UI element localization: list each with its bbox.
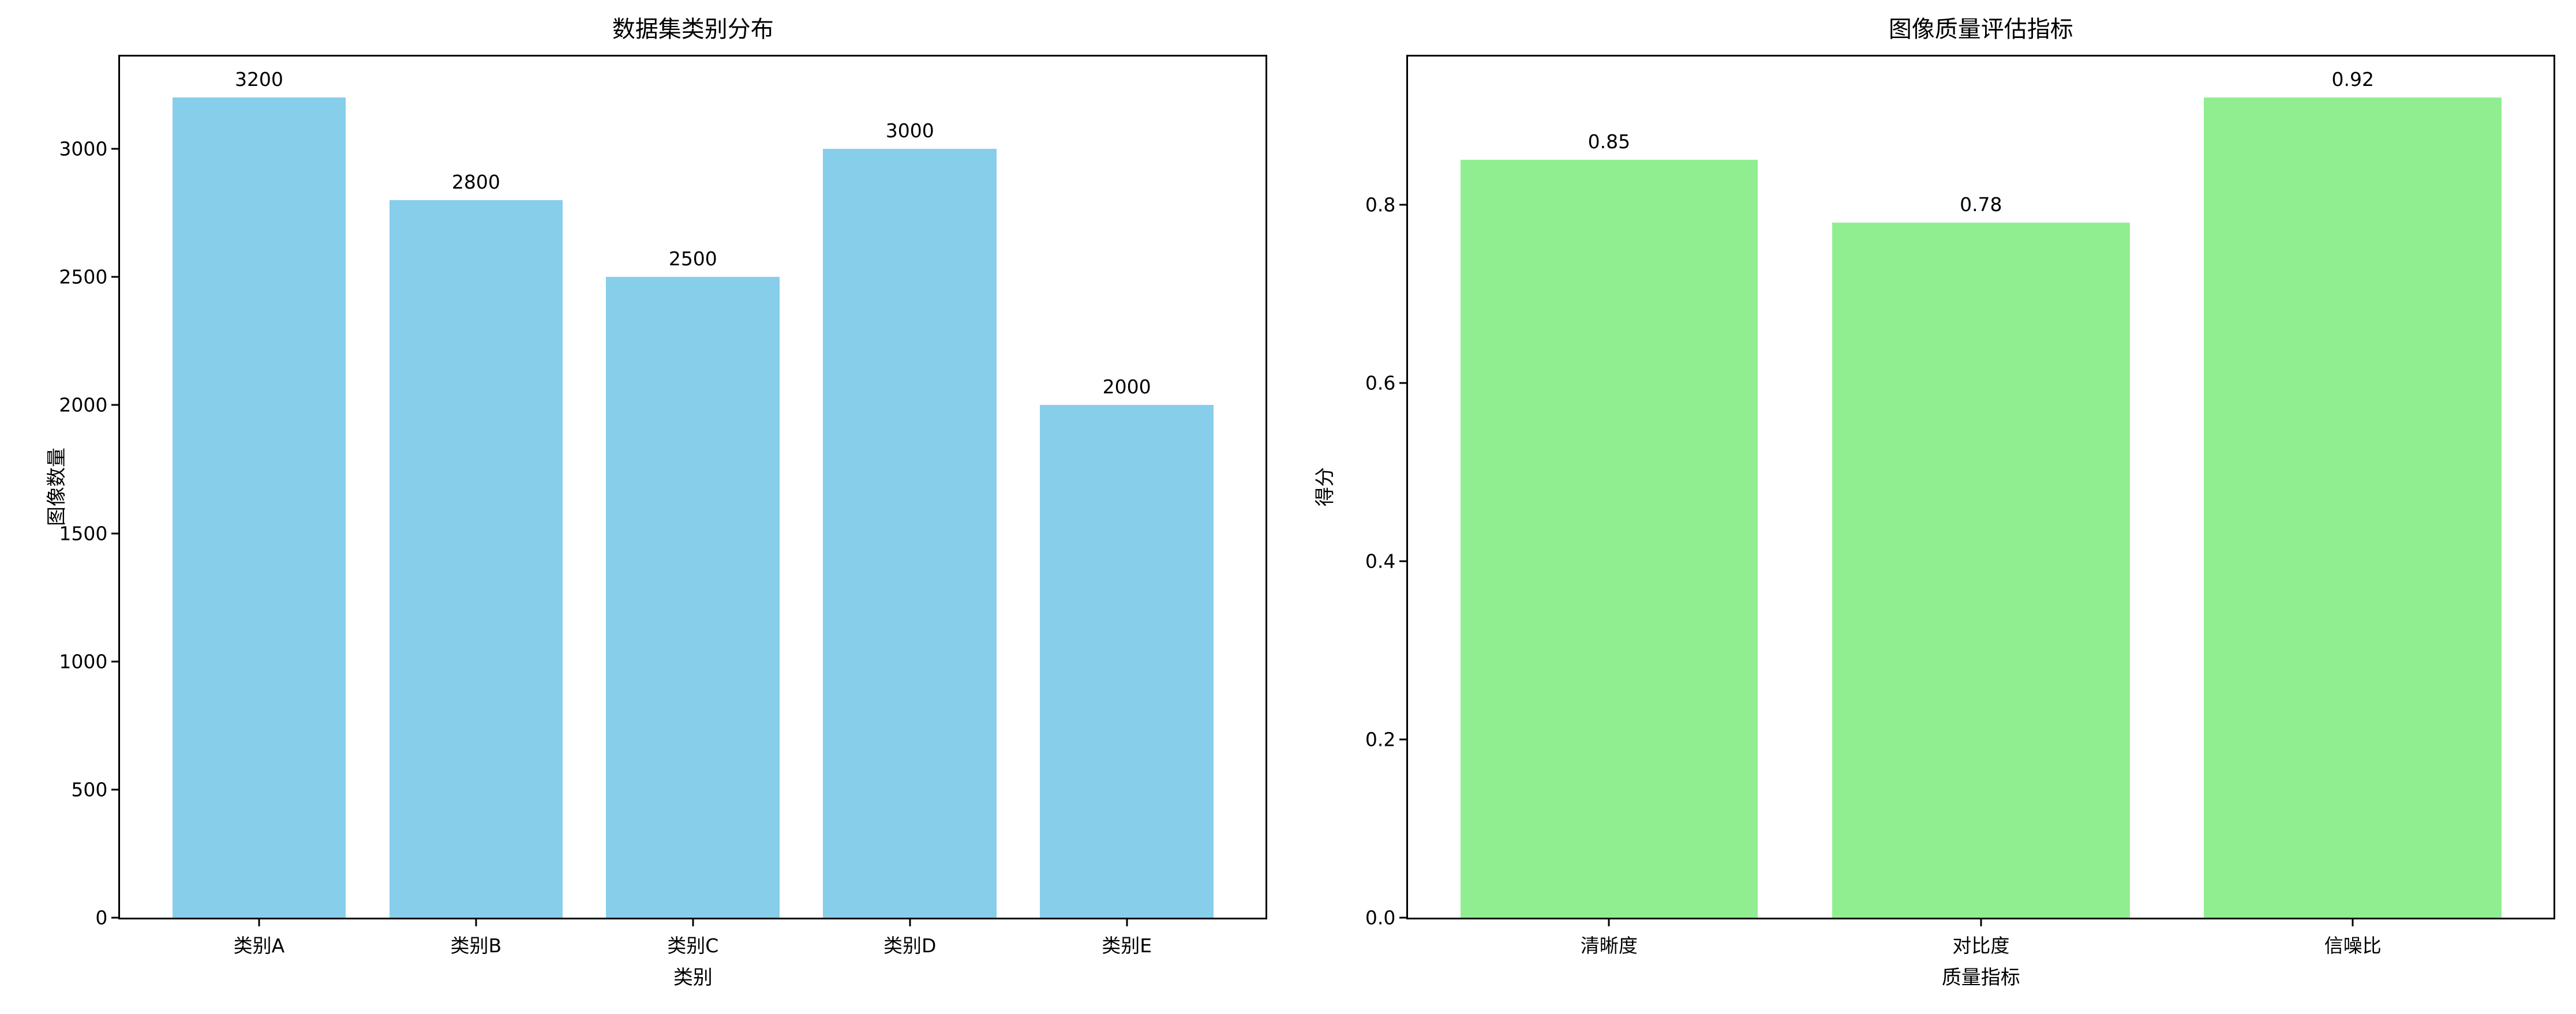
y-tick-mark [111, 660, 119, 663]
x-tick-mark [2352, 919, 2354, 927]
y-axis-label: 图像数量 [45, 447, 69, 526]
bar-对比度 [1832, 222, 2130, 918]
x-tick-label: 信噪比 [2324, 934, 2382, 957]
x-tick-label: 类别B [450, 934, 502, 957]
chart-title: 数据集类别分布 [612, 16, 774, 43]
bar-value-label: 3000 [885, 119, 934, 142]
bar-类别E [1040, 405, 1214, 918]
x-tick-label: 类别C [667, 934, 719, 957]
chart-title: 图像质量评估指标 [1888, 16, 2073, 43]
x-tick-mark [692, 919, 694, 927]
bar-value-label: 0.85 [1587, 130, 1631, 153]
bar-信噪比 [2204, 97, 2502, 918]
y-tick-mark [1399, 738, 1407, 741]
x-axis-label: 类别 [673, 966, 713, 989]
y-tick-mark [111, 917, 119, 919]
y-tick-label: 1500 [59, 522, 108, 545]
y-tick-label: 0.2 [1365, 728, 1396, 751]
x-tick-mark [1980, 919, 1982, 927]
bar-类别B [389, 200, 563, 918]
x-tick-label: 对比度 [1952, 934, 2010, 957]
y-tick-mark [111, 788, 119, 791]
y-tick-label: 0.8 [1365, 193, 1396, 216]
x-tick-label: 类别E [1102, 934, 1152, 957]
y-tick-label: 0 [95, 906, 108, 929]
bar-value-label: 2500 [668, 247, 717, 271]
plot-area: 0 500 1000 1500 2000 2500 3000 3200 类别A 2800 类别B 25… [59, 54, 1268, 957]
bar-value-label: 0.78 [1960, 193, 2002, 216]
x-tick-label: 类别A [233, 934, 285, 957]
x-axis-label: 质量指标 [1941, 966, 2020, 989]
bar-value-label: 2800 [451, 170, 500, 193]
y-tick-label: 0.0 [1365, 906, 1396, 929]
bar-value-label: 3200 [234, 68, 283, 91]
y-axis-label: 得分 [1313, 467, 1337, 506]
y-tick-label: 0.4 [1365, 550, 1396, 573]
y-tick-label: 3000 [59, 137, 108, 160]
bar-value-label: 2000 [1102, 375, 1151, 399]
y-tick-mark [111, 148, 119, 150]
y-tick-mark [1399, 560, 1407, 562]
y-tick-mark [111, 532, 119, 535]
bar-类别D [823, 148, 997, 918]
x-tick-mark [258, 919, 260, 927]
y-tick-label: 1000 [59, 650, 108, 673]
bar-value-label: 0.92 [2331, 68, 2375, 91]
plot-area: 0.0 0.2 0.4 0.6 0.8 0.85 清晰度 0.78 对比度 0.92 信噪比 [1365, 54, 2556, 957]
image-quality-chart: 图像质量评估指标 得分 0.0 0.2 0.4 0.6 0.8 0.85 清晰度 0.78 对比… [1288, 0, 2576, 1014]
y-tick-label: 500 [71, 778, 108, 801]
y-tick-mark [111, 404, 119, 406]
y-tick-label: 2500 [59, 265, 108, 288]
x-tick-mark [1608, 919, 1610, 927]
x-tick-mark [1126, 919, 1128, 927]
x-tick-mark [475, 919, 477, 927]
bar-清晰度 [1460, 160, 1758, 918]
y-tick-mark [1399, 204, 1407, 206]
bar-类别A [172, 97, 346, 918]
y-tick-label: 2000 [59, 393, 108, 416]
y-tick-label: 0.6 [1365, 371, 1396, 395]
x-tick-mark [909, 919, 911, 927]
bar-类别C [606, 277, 780, 918]
y-tick-mark [1399, 382, 1407, 384]
dataset-category-chart: 数据集类别分布 图像数量 0 500 1000 1500 2000 2500 3000 320… [45, 16, 1268, 989]
x-tick-label: 清晰度 [1580, 934, 1638, 957]
y-tick-mark [1399, 917, 1407, 919]
x-tick-label: 类别D [883, 934, 937, 957]
y-tick-mark [111, 276, 119, 278]
